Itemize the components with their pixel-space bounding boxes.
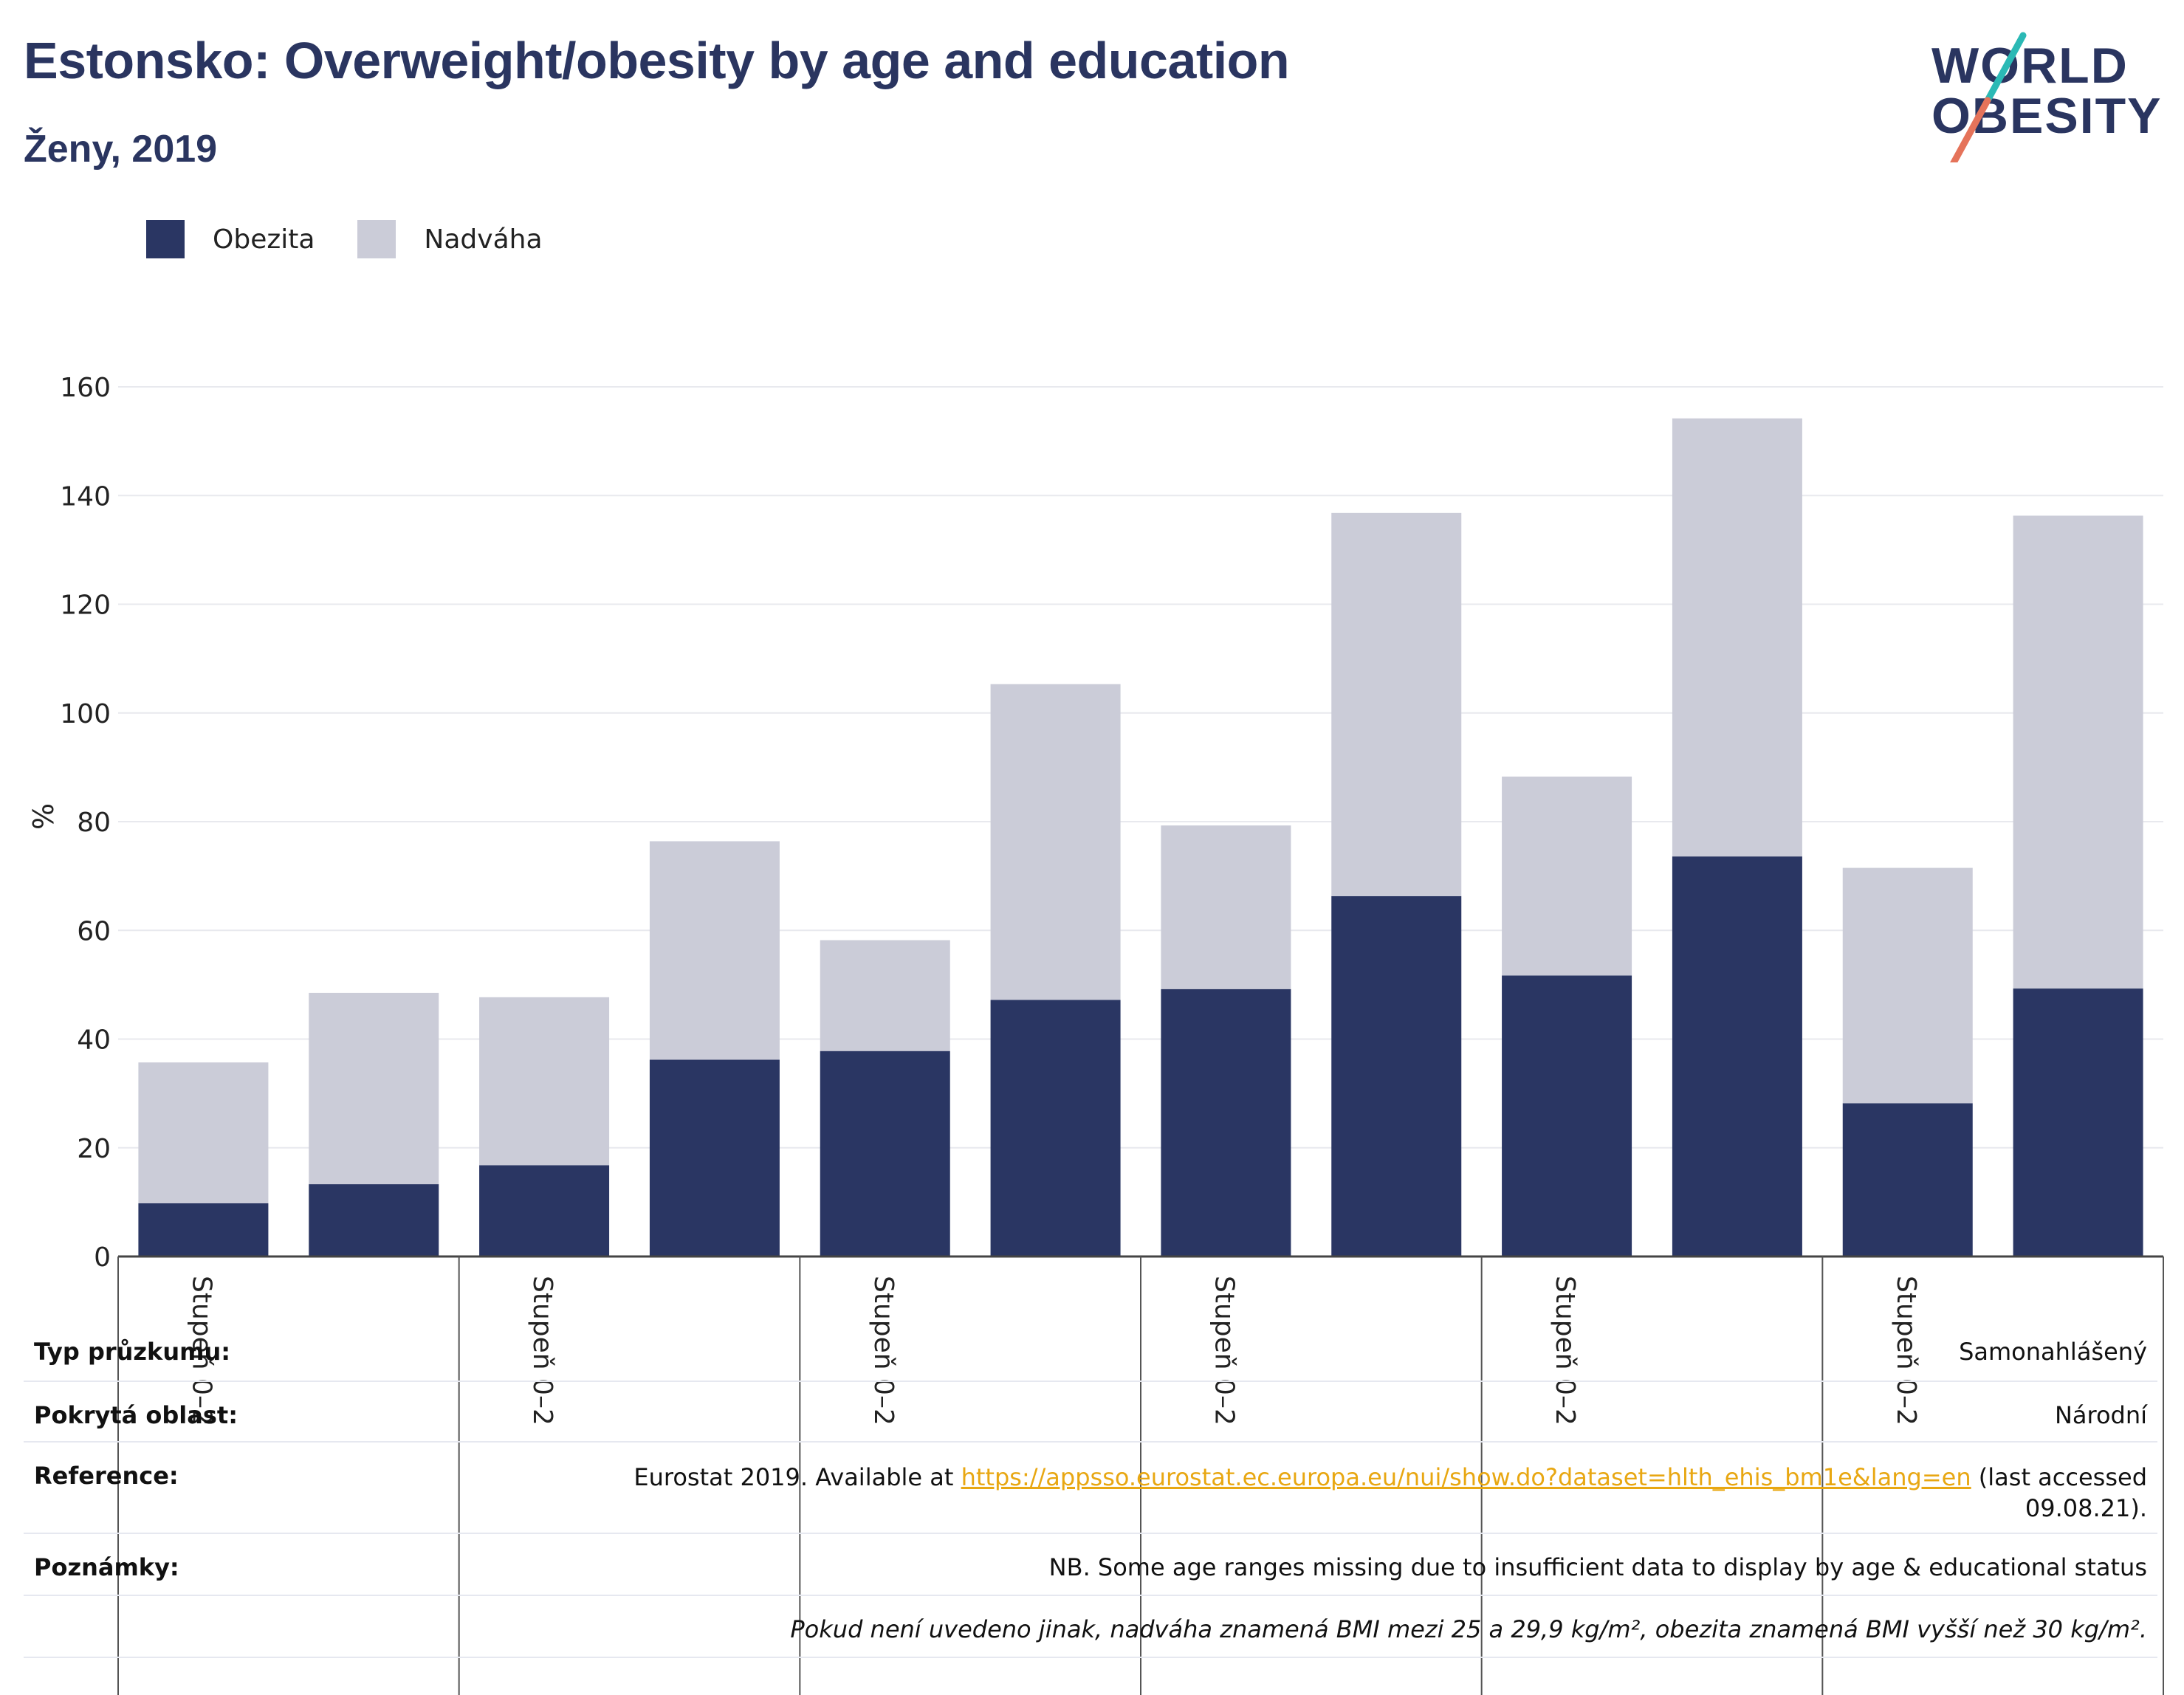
bar-obesity [649, 1059, 780, 1256]
bar-overweight [1842, 867, 1973, 1104]
survey-type-value: Samonahlášený [1959, 1338, 2147, 1366]
bar-overweight [990, 684, 1121, 1000]
y-axis-label: % [27, 803, 60, 830]
reference-label: Reference: [34, 1462, 179, 1490]
legend-swatch-overweight [357, 220, 396, 258]
legend-label-obesity: Obezita [213, 224, 315, 255]
bar-obesity [820, 1051, 950, 1256]
reference-date: 09.08.21). [2025, 1494, 2147, 1522]
group-label: Stupeň 0–2 [527, 1276, 557, 1426]
group-label: Stupeň 0–2 [1891, 1276, 1921, 1426]
bar-obesity [1842, 1103, 1973, 1256]
y-tick-label: 160 [60, 373, 111, 403]
bar-obesity [1502, 975, 1632, 1256]
legend-label-overweight: Nadváha [424, 224, 543, 255]
bar-overweight [309, 992, 439, 1185]
bar-obesity [1331, 895, 1462, 1256]
row-reference: Reference: Eurostat 2019. Available at h… [24, 1443, 2157, 1534]
bar-obesity [990, 1000, 1121, 1256]
chart-subtitle: Ženy, 2019 [24, 128, 218, 171]
y-tick-label: 80 [77, 808, 111, 838]
y-tick-label: 0 [94, 1242, 111, 1273]
reference-prefix: Eurostat 2019. Available at [633, 1463, 961, 1491]
y-tick-label: 20 [77, 1134, 111, 1164]
row-definition: Pokud není uvedeno jinak, nadváha znamen… [24, 1596, 2157, 1658]
row-coverage: Pokrytá oblast: Národní [24, 1382, 2157, 1443]
notes-label: Poznámky: [34, 1553, 179, 1581]
bar-overweight [1331, 512, 1462, 896]
y-tick-label: 140 [60, 481, 111, 512]
row-notes: Poznámky: NB. Some age ranges missing du… [24, 1534, 2157, 1596]
group-label: Stupeň 0–2 [868, 1276, 899, 1426]
bar-obesity [1161, 989, 1291, 1256]
bar-obesity [479, 1165, 610, 1256]
bar-overweight [1502, 776, 1632, 976]
group-label: Stupeň 0–2 [1209, 1276, 1239, 1426]
coverage-label: Pokrytá oblast: [34, 1401, 238, 1429]
world-obesity-logo: WORLD OBESITY [1931, 32, 2161, 162]
bar-overweight [649, 841, 780, 1060]
reference-link[interactable]: https://appsso.eurostat.ec.europa.eu/nui… [961, 1463, 1971, 1491]
row-survey-type: Typ průzkumu: Samonahlášený [24, 1314, 2157, 1382]
coverage-value: Národní [2054, 1401, 2147, 1429]
bar-overweight [820, 940, 950, 1051]
reference-value: Eurostat 2019. Available at https://apps… [633, 1462, 2147, 1524]
bar-obesity [2013, 989, 2143, 1256]
bar-obesity [309, 1184, 439, 1256]
legend-item-obesity[interactable]: Obezita [146, 220, 315, 258]
reference-suffix: (last accessed [1971, 1463, 2147, 1491]
group-label: Stupeň 0–2 [186, 1276, 216, 1426]
bar-overweight [138, 1062, 269, 1203]
definition-note: Pokud není uvedeno jinak, nadváha znamen… [790, 1615, 2147, 1643]
chart-legend: Obezita Nadváha [146, 220, 586, 258]
bar-overweight [1161, 825, 1291, 989]
y-tick-label: 60 [77, 916, 111, 946]
y-tick-label: 100 [60, 699, 111, 729]
chart-title: Estonsko: Overweight/obesity by age and … [24, 32, 1290, 89]
bar-overweight [2013, 515, 2143, 989]
bar-obesity [138, 1203, 269, 1256]
legend-item-overweight[interactable]: Nadváha [357, 220, 543, 258]
legend-swatch-obesity [146, 220, 185, 258]
y-tick-label: 120 [60, 591, 111, 621]
bar-obesity [1672, 856, 1802, 1256]
bar-overweight [479, 997, 610, 1166]
survey-type-label: Typ průzkumu: [34, 1338, 231, 1366]
svg-text:WORLD: WORLD [1931, 38, 2129, 94]
bar-overweight [1672, 418, 1802, 857]
group-label: Stupeň 0–2 [1550, 1276, 1580, 1426]
y-tick-label: 40 [77, 1025, 111, 1056]
notes-value: NB. Some age ranges missing due to insuf… [1048, 1553, 2147, 1581]
